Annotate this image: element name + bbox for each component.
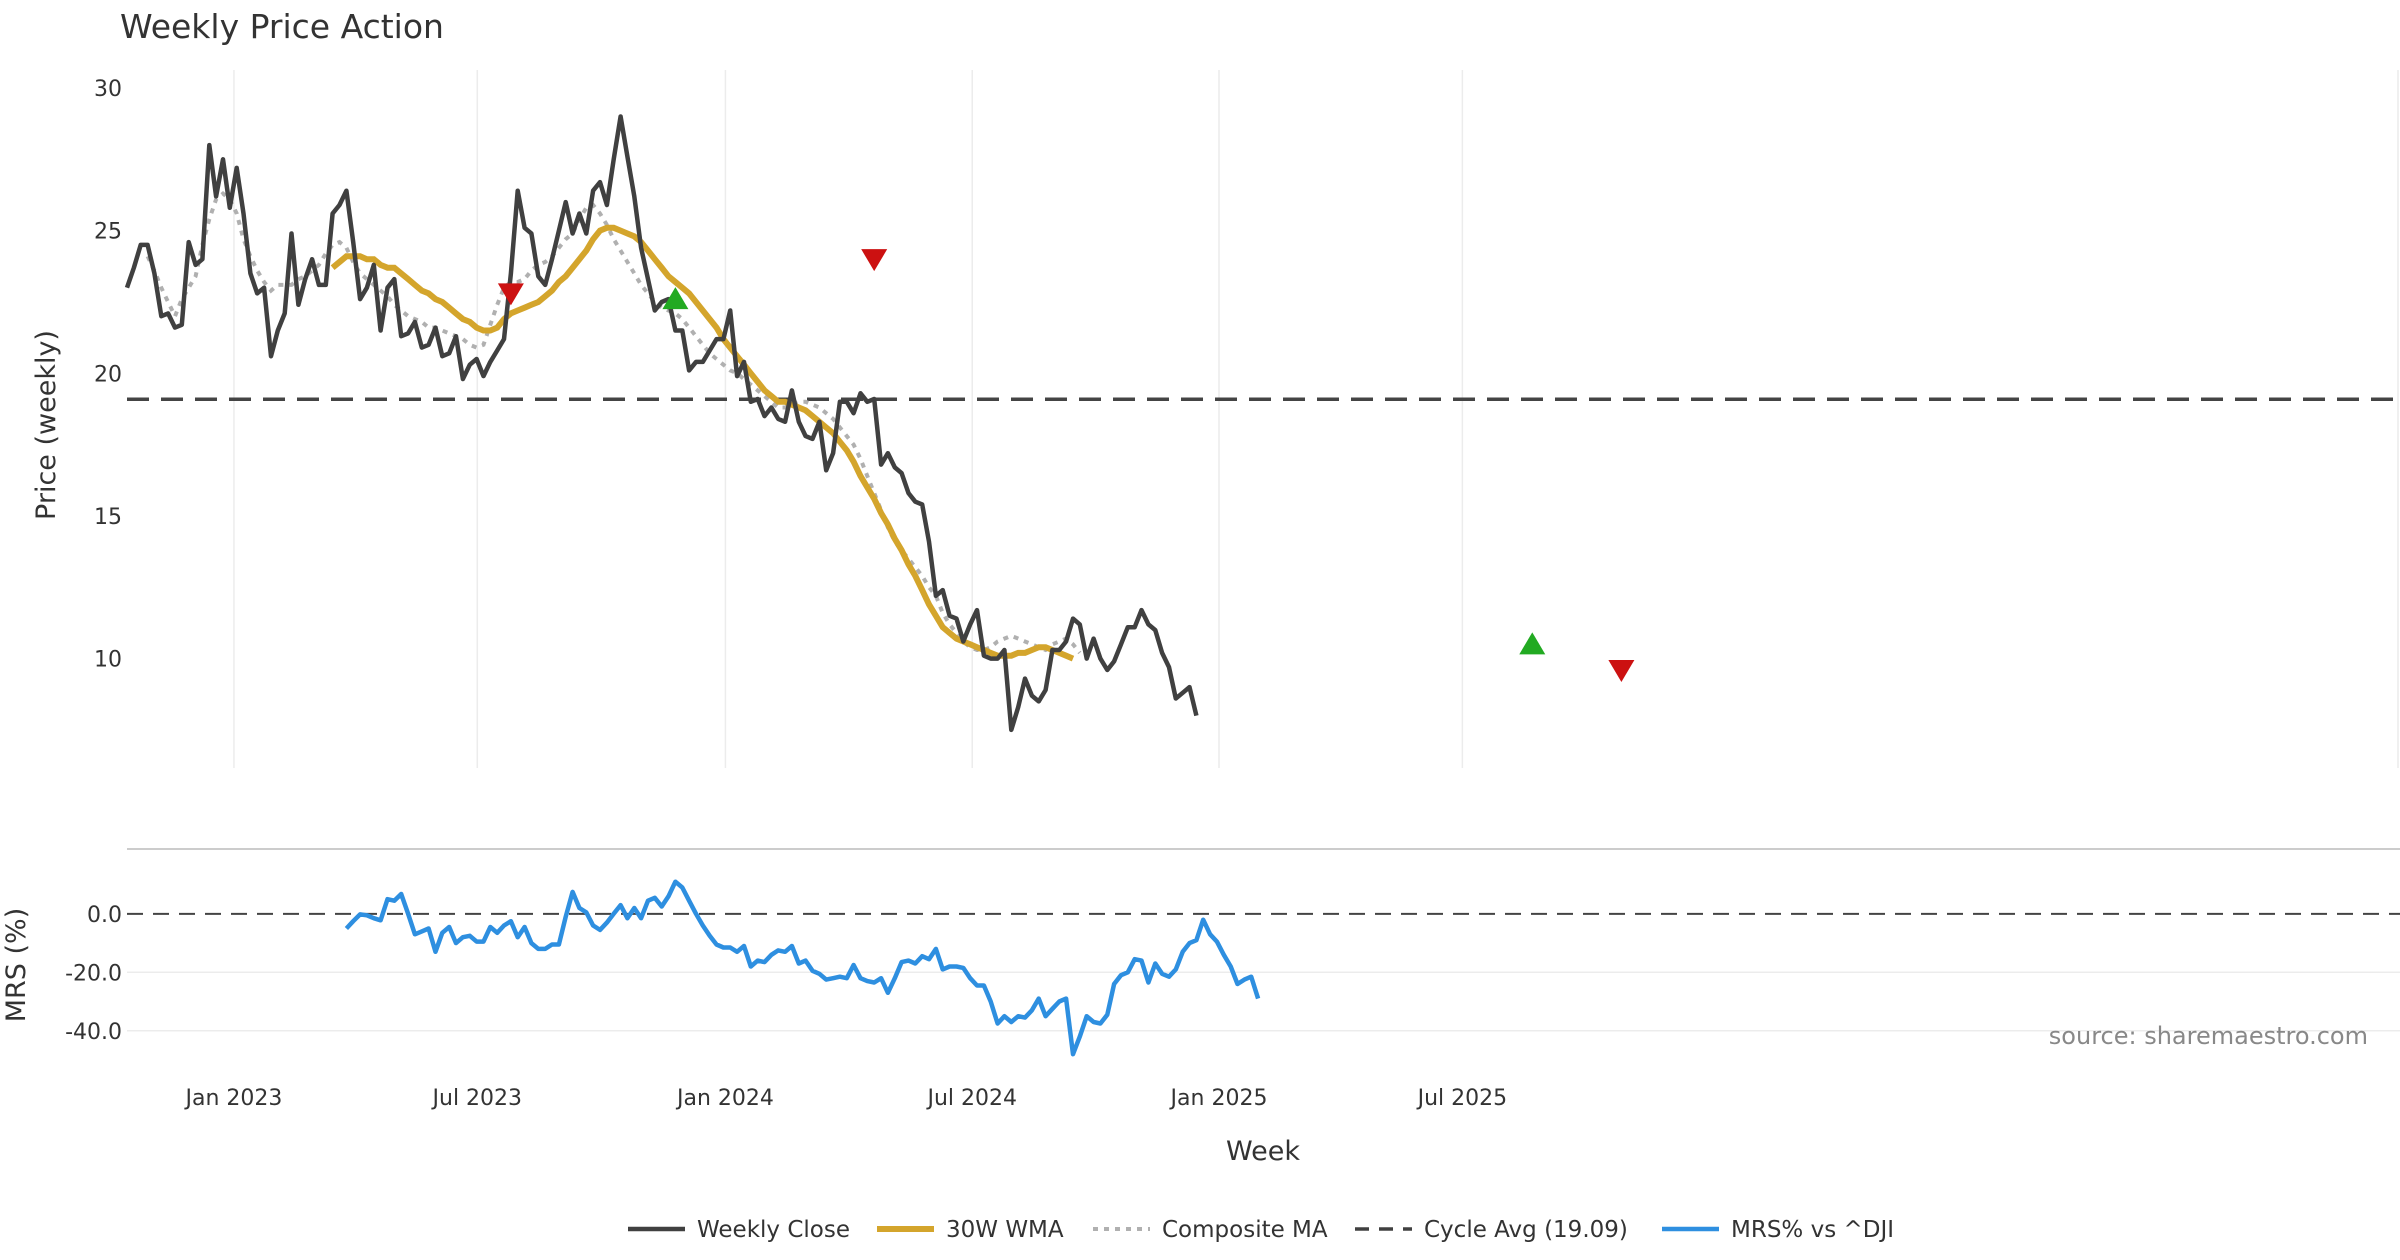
legend-label: Cycle Avg (19.09) xyxy=(1424,1217,1628,1243)
weekly-close-line xyxy=(124,114,1199,733)
signal-markers xyxy=(497,249,1635,682)
chart-title: Weekly Price Action xyxy=(120,7,444,46)
price-y-ticks: 30 25 20 15 10 xyxy=(94,77,122,673)
x-tick: Jan 2024 xyxy=(675,1086,774,1111)
vertical-gridlines xyxy=(233,70,2399,768)
x-tick: Jul 2025 xyxy=(1416,1086,1508,1111)
x-tick: Jan 2025 xyxy=(1169,1086,1268,1111)
source-annotation: source: sharemaestro.com xyxy=(2049,1022,2368,1050)
mrs-y-tick: -40.0 xyxy=(65,1020,122,1045)
mrs-gridlines xyxy=(127,971,2400,1032)
price-y-tick: 10 xyxy=(94,648,122,673)
buy-signal-marker xyxy=(662,287,689,310)
mrs-y-tick: 0.0 xyxy=(87,903,122,928)
legend-label: MRS% vs ^DJI xyxy=(1731,1217,1894,1243)
price-y-tick: 25 xyxy=(94,220,122,245)
sell-signal-marker xyxy=(1608,660,1635,682)
composite-ma-line xyxy=(145,190,1082,655)
legend: Weekly Close 30W WMA Composite MA Cycle Avg… xyxy=(628,1217,1894,1243)
price-y-tick: 20 xyxy=(94,362,122,387)
mrs-y-tick: -20.0 xyxy=(65,961,122,986)
x-tick: Jan 2023 xyxy=(183,1086,282,1111)
price-y-axis-label: Price (weekly) xyxy=(31,330,62,520)
sell-signal-marker xyxy=(861,249,888,272)
price-y-tick: 30 xyxy=(94,77,122,102)
mrs-y-ticks: 0.0 -20.0 -40.0 xyxy=(65,903,122,1045)
buy-signal-marker xyxy=(1519,632,1546,655)
mrs-y-axis-label: MRS (%) xyxy=(1,908,32,1023)
x-axis-label: Week xyxy=(1226,1136,1300,1167)
x-ticks: Jan 2023 Jul 2023 Jan 2024 Jul 2024 Jan 2025… xyxy=(183,1086,1507,1111)
x-tick: Jul 2023 xyxy=(431,1086,523,1111)
mrs-line xyxy=(344,879,1261,1057)
wma-30w-line xyxy=(330,224,1075,662)
x-tick: Jul 2024 xyxy=(925,1086,1017,1111)
sell-signal-marker xyxy=(497,283,524,306)
legend-label: Weekly Close xyxy=(697,1217,850,1243)
price-y-tick: 15 xyxy=(94,505,122,530)
legend-label: 30W WMA xyxy=(946,1217,1064,1243)
legend-label: Composite MA xyxy=(1162,1217,1328,1243)
